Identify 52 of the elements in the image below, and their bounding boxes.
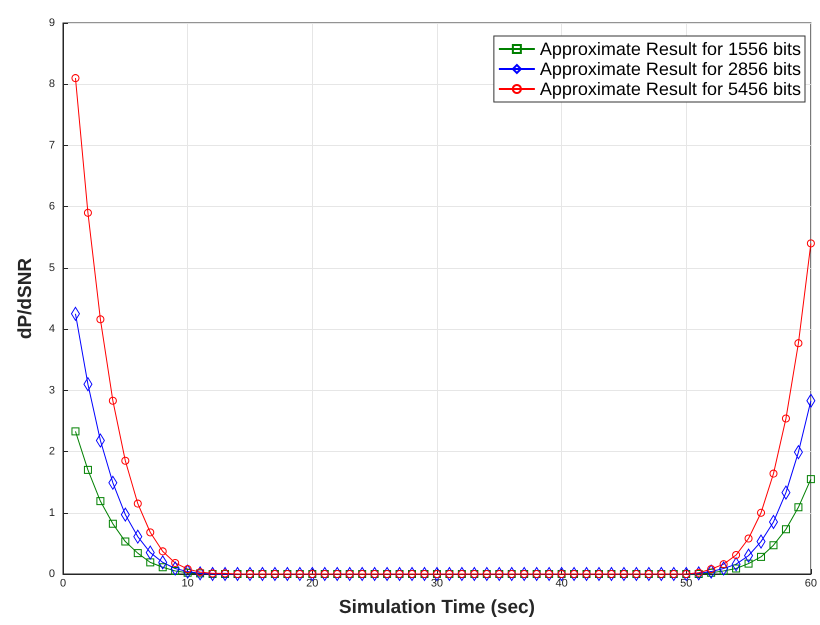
y-tick-label: 5	[48, 262, 55, 274]
point	[146, 528, 154, 536]
point	[757, 552, 766, 561]
x-tick-label: 10	[182, 578, 194, 590]
point	[134, 500, 142, 508]
point	[794, 339, 802, 348]
point	[782, 525, 790, 534]
legend-label: Approximate Result for 5456 bits	[540, 79, 802, 99]
point	[769, 470, 778, 478]
x-tick-label: 60	[804, 578, 818, 590]
point	[121, 538, 130, 546]
point	[171, 558, 180, 567]
point	[158, 547, 167, 556]
point	[71, 427, 80, 436]
point	[71, 74, 80, 82]
y-tick-label: 7	[48, 139, 55, 152]
x-tick-label: 40	[555, 578, 568, 590]
point	[121, 456, 130, 465]
x-tick-label: 0	[60, 578, 66, 590]
x-tick-label: 30	[430, 578, 444, 590]
y-tick-label: 1	[48, 506, 55, 519]
point	[84, 466, 92, 474]
y-tick-label: 8	[48, 78, 55, 90]
legend-label: Approximate Result for 1556 bits	[540, 39, 802, 59]
point	[108, 396, 117, 405]
point	[108, 520, 117, 528]
y-tick-label: 4	[48, 323, 55, 336]
y-tick-label: 9	[48, 17, 55, 29]
y-tick-label: 6	[48, 200, 55, 213]
point	[769, 541, 778, 550]
point	[744, 534, 753, 542]
point	[134, 549, 142, 558]
point	[794, 503, 802, 512]
point	[782, 414, 790, 422]
y-tick-label: 3	[48, 384, 55, 396]
legend-label: Approximate Result for 2856 bits	[540, 59, 802, 79]
point	[96, 315, 104, 324]
point	[146, 558, 154, 566]
x-axis-title: Simulation Time (sec)	[338, 597, 535, 618]
point	[806, 239, 815, 248]
point	[84, 208, 92, 217]
point	[96, 497, 104, 506]
y-tick-label: 0	[48, 568, 55, 580]
y-axis-title: dP/dSNR	[15, 258, 36, 340]
y-tick-label: 2	[48, 446, 55, 458]
point	[744, 560, 753, 568]
point	[806, 475, 815, 484]
point	[158, 563, 167, 572]
point	[757, 508, 766, 517]
x-tick-label: 20	[306, 578, 318, 590]
point	[732, 551, 740, 560]
x-tick-label: 50	[680, 578, 692, 590]
